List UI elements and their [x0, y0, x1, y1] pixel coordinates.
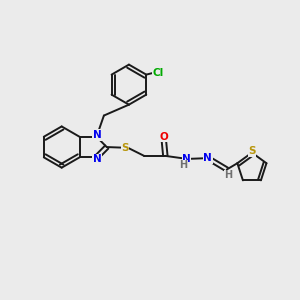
- Text: H: H: [179, 160, 188, 170]
- Text: N: N: [93, 130, 101, 140]
- Text: O: O: [160, 132, 168, 142]
- Text: H: H: [224, 170, 232, 180]
- Text: N: N: [93, 154, 101, 164]
- Text: N: N: [203, 153, 212, 163]
- Text: S: S: [121, 142, 129, 153]
- Text: N: N: [182, 154, 191, 164]
- Text: Cl: Cl: [152, 68, 164, 78]
- Text: S: S: [248, 146, 256, 157]
